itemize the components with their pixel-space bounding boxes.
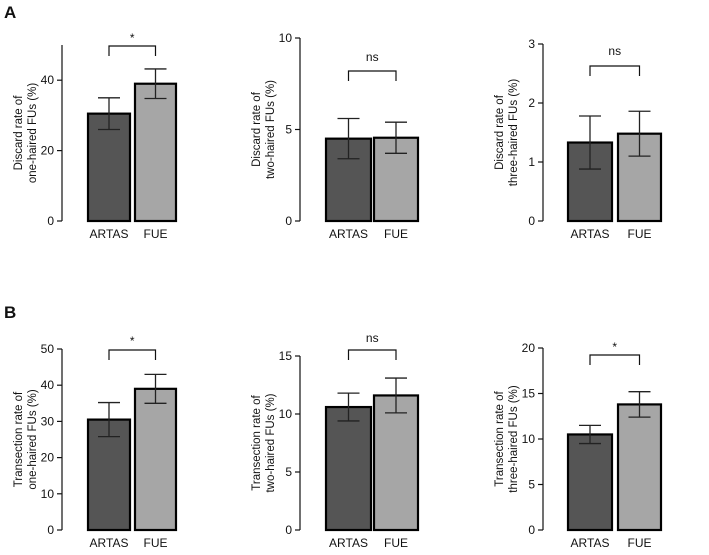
y-tick-label: 10	[522, 432, 536, 446]
x-category-label: ARTAS	[571, 536, 610, 550]
x-category-label: ARTAS	[329, 227, 368, 241]
significance-bracket	[108, 45, 157, 56]
y-tick-label: 5	[528, 478, 535, 492]
y-tick-label: 20	[522, 341, 536, 355]
y-tick-label: 0	[528, 523, 535, 537]
y-tick-label: 1	[528, 155, 535, 169]
significance-label: *	[612, 340, 617, 354]
bar-artas	[86, 112, 132, 223]
bar-fue	[133, 387, 178, 532]
chart-3: 0 1 2 3 Discard rate of three-haired FUs (%) A…	[494, 37, 663, 241]
significance-label: ns	[608, 44, 621, 58]
y-axis-label: Transection rate of two-haired FUs (%)	[251, 393, 277, 492]
bar-fue	[616, 403, 663, 532]
y-tick-label: 5	[285, 465, 292, 479]
y-tick-label: 0	[47, 214, 54, 228]
y-axis-label: Discard rate of three-haired FUs (%)	[494, 79, 520, 187]
y-tick-label: 2	[528, 96, 535, 110]
y-tick-label: 15	[522, 387, 536, 401]
y-tick-label: 10	[279, 31, 293, 45]
significance-bracket	[589, 65, 641, 76]
x-category-label: ARTAS	[90, 227, 129, 241]
significance-label: *	[130, 334, 135, 348]
significance-label: *	[130, 31, 135, 45]
x-category-label: ARTAS	[90, 536, 129, 550]
y-tick-label: 0	[47, 523, 54, 537]
y-tick-label: 0	[528, 214, 535, 228]
chart-4: 0 10 20 30 40 50 Transection rate of one-haired…	[13, 334, 178, 550]
bar-artas	[324, 405, 373, 532]
x-category-label: FUE	[384, 227, 408, 241]
significance-label: ns	[366, 331, 379, 345]
significance-bracket	[589, 354, 641, 365]
significance-bracket	[108, 349, 157, 360]
significance-label: ns	[366, 50, 379, 64]
y-axis-label: Transection rate of three-haired FUs (%)	[494, 385, 520, 493]
bar-artas	[86, 418, 132, 532]
y-axis-label: Transection rate of one-haired FUs (%)	[13, 389, 39, 490]
y-tick-label: 20	[41, 144, 55, 158]
chart-5: 0 5 10 15 Transection rate of two-haired FUs …	[251, 331, 420, 550]
x-category-label: FUE	[144, 536, 168, 550]
y-tick-label: 15	[279, 349, 293, 363]
y-tick-label: 30	[41, 414, 55, 428]
x-category-label: FUE	[628, 227, 652, 241]
chart-2: 0 5 10 Discard rate of two-haired FUs (%) ART…	[251, 31, 420, 241]
bar-fue	[133, 82, 178, 223]
y-axis-label: Discard rate of two-haired FUs (%)	[251, 80, 277, 179]
bar-artas	[566, 433, 614, 532]
x-category-label: ARTAS	[571, 227, 610, 241]
y-axis-label: Discard rate of one-haired FUs (%)	[13, 83, 39, 184]
y-tick-label: 0	[285, 214, 292, 228]
x-category-label: ARTAS	[329, 536, 368, 550]
significance-bracket	[347, 70, 397, 81]
y-tick-label: 3	[528, 37, 535, 51]
bar-fue	[372, 394, 420, 532]
y-tick-label: 40	[41, 378, 55, 392]
panel-letter-a: A	[4, 3, 16, 22]
y-tick-label: 50	[41, 342, 55, 356]
chart-6: 0 5 10 15 20 Transection rate of three-haired …	[494, 340, 663, 550]
y-tick-label: 10	[279, 407, 293, 421]
y-tick-label: 5	[285, 123, 292, 137]
significance-bracket	[347, 349, 397, 360]
y-tick-label: 10	[41, 487, 55, 501]
y-tick-label: 0	[285, 523, 292, 537]
y-tick-label: 20	[41, 451, 55, 465]
panel-letter-b: B	[4, 303, 16, 322]
x-category-label: FUE	[144, 227, 168, 241]
x-category-label: FUE	[628, 536, 652, 550]
x-category-label: FUE	[384, 536, 408, 550]
y-tick-label: 40	[41, 73, 55, 87]
